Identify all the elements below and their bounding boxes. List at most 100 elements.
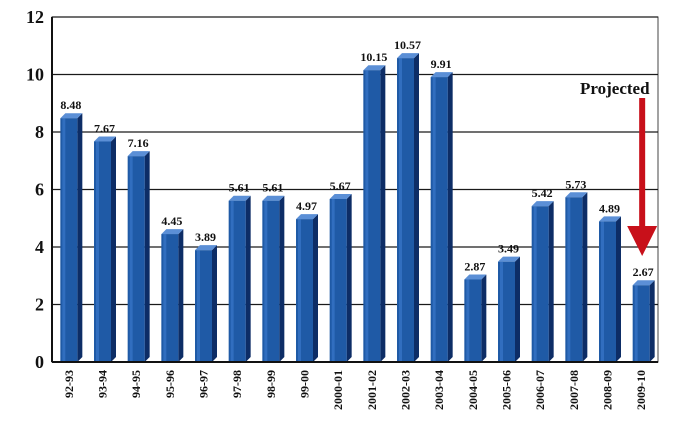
x-tick-label: 94-95 [129, 370, 143, 398]
x-tick-label: 2005-06 [500, 370, 514, 410]
bar [127, 151, 150, 362]
bar-side [481, 274, 487, 362]
bar [363, 65, 386, 362]
y-tick-label: 2 [35, 295, 44, 315]
bar-side [649, 280, 655, 362]
x-tick-label: 99-00 [298, 370, 312, 398]
annotation-text: Projected [580, 79, 650, 98]
bar-top [60, 113, 83, 119]
bar-side [414, 53, 419, 363]
data-label: 5.61 [229, 181, 250, 195]
bar-highlight [634, 285, 638, 362]
bar-highlight [500, 261, 503, 362]
bar-top [195, 245, 217, 251]
bar-top [329, 193, 352, 199]
bar-top [632, 280, 655, 286]
y-tick-label: 12 [26, 7, 44, 27]
bar-top [161, 229, 184, 235]
bar-highlight [129, 156, 133, 362]
x-tick-label: 2006-07 [533, 370, 547, 410]
bar-highlight [533, 206, 537, 362]
x-tick-label: 2002-03 [399, 370, 413, 410]
bar [430, 72, 453, 363]
bar-side [346, 193, 352, 362]
bar-highlight [298, 219, 301, 362]
bar-highlight [399, 58, 402, 363]
x-tick-label: 2007-08 [567, 370, 581, 410]
bar [228, 195, 251, 362]
bar-side [313, 214, 318, 362]
bar-side [111, 136, 116, 362]
bar [296, 214, 318, 362]
x-tick-label: 97-98 [230, 370, 244, 398]
x-tick-label: 2009-10 [634, 370, 648, 410]
x-tick-label: 2001-02 [365, 370, 379, 410]
data-label: 2.67 [633, 265, 654, 279]
bar [498, 256, 520, 362]
bar-highlight [432, 77, 436, 363]
bar-side [77, 113, 83, 362]
bar-top [430, 72, 453, 78]
bar-top [296, 214, 318, 220]
bar [329, 193, 352, 362]
x-axis-ticks: 92-93 93-94 94-95 95-96 96-97 97-98 98-99 99-00… [62, 370, 648, 410]
bars [60, 53, 655, 363]
bar-side [582, 192, 588, 362]
bar-side [279, 195, 285, 362]
bar [397, 53, 419, 363]
bar [599, 216, 621, 362]
axes [51, 17, 658, 363]
bar-side [380, 65, 386, 362]
bar-highlight [62, 118, 66, 362]
x-tick-label: 2003-04 [432, 370, 446, 410]
data-label: 5.61 [262, 181, 283, 195]
bar-side [548, 201, 554, 362]
data-label: 2.87 [464, 259, 485, 273]
bar-side [212, 245, 217, 362]
y-axis-ticks: 0 2 4 6 8 10 12 [26, 7, 44, 372]
x-tick-label: 2008-09 [601, 370, 615, 410]
data-label: 9.91 [431, 57, 452, 71]
bar [262, 195, 285, 362]
x-tick-label: 2000-01 [331, 370, 345, 410]
data-label: 7.67 [94, 121, 115, 135]
data-labels: 8.48 7.67 7.16 4.45 3.89 5.61 5.61 4.97 5.67 10.1… [60, 38, 653, 279]
bar-side [447, 72, 453, 363]
y-tick-label: 0 [35, 352, 44, 372]
bar-top [228, 195, 251, 201]
x-tick-label: 92-93 [62, 370, 76, 398]
bar-highlight [567, 197, 571, 362]
bar-side [144, 151, 150, 362]
bar-side [616, 216, 621, 362]
bar [195, 245, 217, 362]
arrow-shaft [639, 98, 646, 226]
bar-top [599, 216, 621, 222]
x-tick-label: 2004-05 [466, 370, 480, 410]
x-tick-label: 98-99 [264, 370, 278, 398]
data-label: 10.57 [394, 38, 421, 52]
bar-top [565, 192, 588, 198]
projected-arrow [627, 98, 658, 256]
x-tick-label: 93-94 [96, 370, 110, 398]
bar-top [262, 195, 285, 201]
bar-top [127, 151, 150, 157]
bar-top [397, 53, 419, 59]
bar [161, 229, 184, 362]
bar [60, 113, 83, 362]
data-label: 4.89 [599, 201, 620, 215]
y-tick-label: 6 [35, 180, 44, 200]
data-label: 3.49 [498, 242, 519, 256]
bar-highlight [601, 221, 604, 362]
bar [632, 280, 655, 362]
bar-highlight [230, 200, 234, 362]
bar [531, 201, 554, 362]
bar-highlight [466, 279, 470, 362]
x-tick-label: 95-96 [163, 370, 177, 398]
bar [565, 192, 588, 362]
data-label: 4.97 [296, 199, 317, 213]
bar-side [245, 195, 251, 362]
grid-lines [51, 16, 659, 363]
bar-top [94, 136, 116, 142]
data-label: 7.16 [128, 136, 149, 150]
